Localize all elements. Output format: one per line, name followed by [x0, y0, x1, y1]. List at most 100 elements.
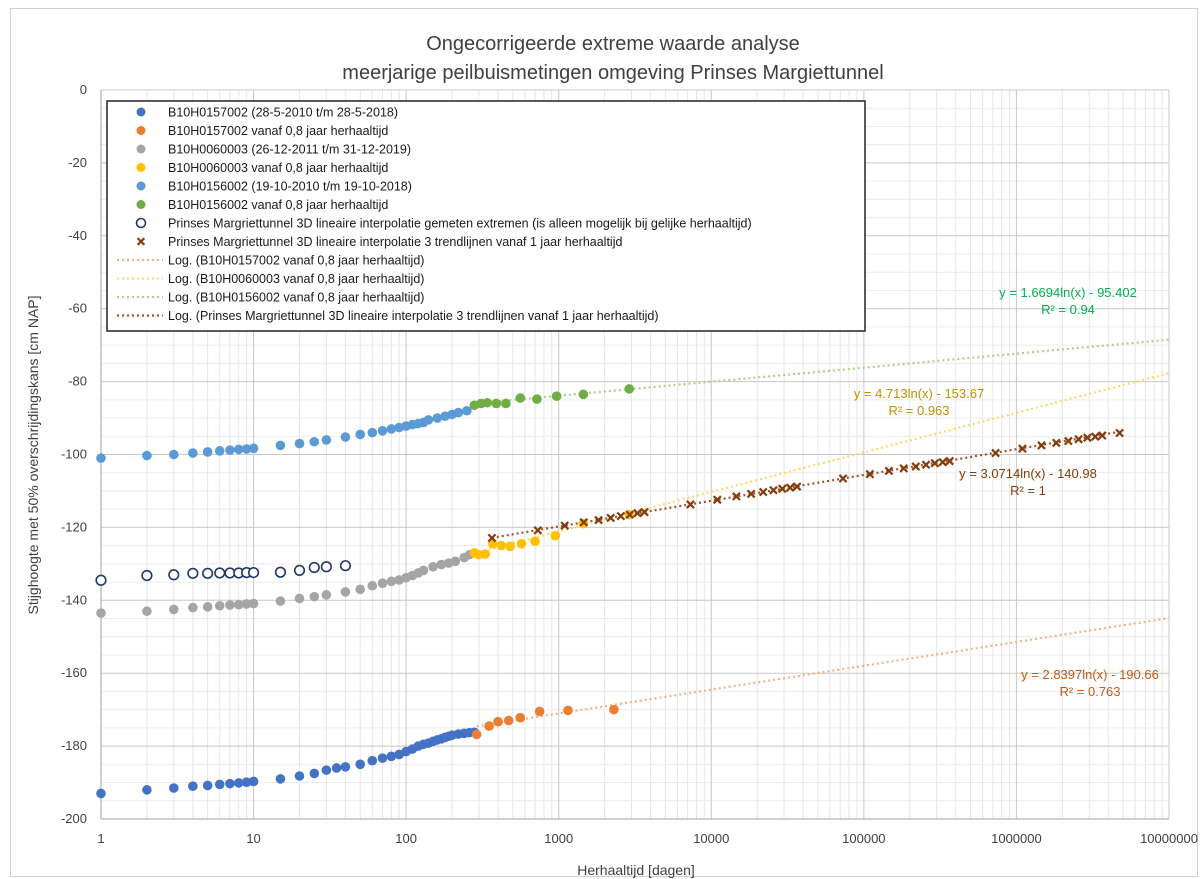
data-point — [515, 393, 526, 403]
data-point — [386, 424, 397, 434]
data-point — [214, 779, 225, 790]
chart-title-line-2: meerjarige peilbuismetingen omgeving Pri… — [342, 62, 883, 84]
data-point — [293, 564, 306, 577]
y-tick-label: -180 — [61, 738, 87, 753]
trendline-r-squared: R² = 1 — [1010, 483, 1046, 498]
y-tick-label: 0 — [80, 82, 87, 97]
data-point — [712, 495, 722, 505]
data-point — [482, 397, 493, 408]
data-point — [921, 460, 931, 470]
chart-frame — [10, 8, 1198, 877]
data-point — [616, 511, 626, 521]
data-point — [450, 556, 461, 567]
data-point — [321, 435, 332, 445]
legend-entry: B10H0157002 (28-5-2010 t/m 28-5-2018) — [168, 106, 398, 120]
data-point — [275, 774, 286, 784]
legend-entry: Prinses Margriettunnel 3D lineaire inter… — [168, 217, 752, 231]
x-tick-label: 1000 — [544, 831, 573, 846]
data-point — [532, 394, 542, 404]
data-point — [534, 706, 545, 717]
data-point — [225, 445, 235, 455]
data-point — [769, 485, 778, 495]
data-point — [248, 598, 259, 609]
data-point — [487, 533, 497, 543]
legend: B10H0157002 (28-5-2010 t/m 28-5-2018) B10… — [106, 100, 866, 332]
series-group — [471, 704, 619, 740]
data-point — [496, 540, 507, 551]
y-tick-label: -20 — [68, 155, 87, 170]
data-point — [865, 469, 875, 479]
series-group — [95, 560, 352, 586]
data-point — [386, 576, 397, 587]
legend-entry: Log. (B10H0060003 vanaf 0,8 jaar herhaal… — [168, 272, 424, 286]
data-point — [95, 574, 107, 586]
data-point — [609, 704, 619, 715]
data-point — [294, 438, 305, 449]
data-point — [1051, 438, 1061, 448]
data-point — [340, 432, 351, 442]
data-point — [516, 539, 527, 549]
data-point — [563, 705, 573, 716]
data-point — [640, 507, 649, 517]
data-point — [991, 448, 1000, 458]
x-tick-label: 1 — [97, 831, 104, 846]
data-point — [792, 482, 802, 491]
data-point — [339, 560, 352, 572]
trendlines — [474, 338, 1170, 728]
trendline-r-squared: R² = 0.763 — [1059, 684, 1120, 699]
x-tick-label: 1000000 — [991, 831, 1042, 846]
data-point — [168, 449, 179, 460]
data-point — [187, 567, 199, 579]
data-point — [188, 781, 198, 791]
legend-marker — [136, 163, 146, 172]
data-point — [911, 462, 921, 471]
data-point — [96, 788, 106, 799]
y-tick-label: -40 — [68, 228, 87, 243]
data-point — [233, 444, 244, 455]
data-point — [777, 484, 787, 494]
y-axis-title: Stijghoogte met 50% overschrijdingskans … — [25, 295, 41, 614]
data-point — [428, 561, 438, 572]
legend-entry: Log. (B10H0156002 vanaf 0,8 jaar herhaal… — [168, 291, 424, 305]
legend-marker — [136, 107, 146, 117]
data-point — [248, 443, 259, 454]
data-point — [386, 751, 397, 762]
data-point — [838, 474, 848, 483]
data-point — [484, 721, 494, 731]
data-point — [551, 391, 562, 401]
data-point — [1037, 441, 1046, 450]
data-point — [785, 483, 795, 493]
trendline — [491, 430, 1120, 539]
legend-entry: B10H0060003 (26-12-2011 t/m 31-12-2019) — [168, 143, 411, 157]
series-group — [469, 384, 635, 411]
y-tick-label: -100 — [61, 447, 87, 462]
data-point — [142, 606, 152, 617]
data-point — [202, 602, 213, 612]
data-point — [294, 593, 305, 604]
data-point — [241, 599, 252, 609]
data-point — [233, 778, 244, 788]
series-group — [487, 428, 1124, 543]
data-point — [938, 457, 948, 467]
data-point — [945, 456, 955, 466]
data-point — [202, 780, 213, 791]
data-point — [436, 559, 447, 570]
data-point — [594, 515, 603, 525]
data-point — [320, 561, 332, 573]
data-point — [247, 566, 260, 579]
data-point — [225, 778, 235, 789]
series-group — [96, 549, 475, 618]
series-group — [96, 727, 480, 799]
y-tick-label: -140 — [61, 592, 87, 607]
data-point — [1083, 433, 1092, 443]
data-point — [501, 398, 511, 409]
data-point — [633, 508, 642, 518]
data-point — [225, 600, 235, 610]
data-point — [377, 426, 388, 436]
legend-entry: B10H0156002 (19-10-2010 t/m 19-10-2018) — [168, 180, 412, 194]
legend-marker — [136, 126, 146, 135]
x-tick-label: 10000 — [693, 831, 729, 846]
data-point — [731, 492, 741, 501]
data-point — [331, 763, 342, 773]
data-point — [624, 384, 635, 394]
